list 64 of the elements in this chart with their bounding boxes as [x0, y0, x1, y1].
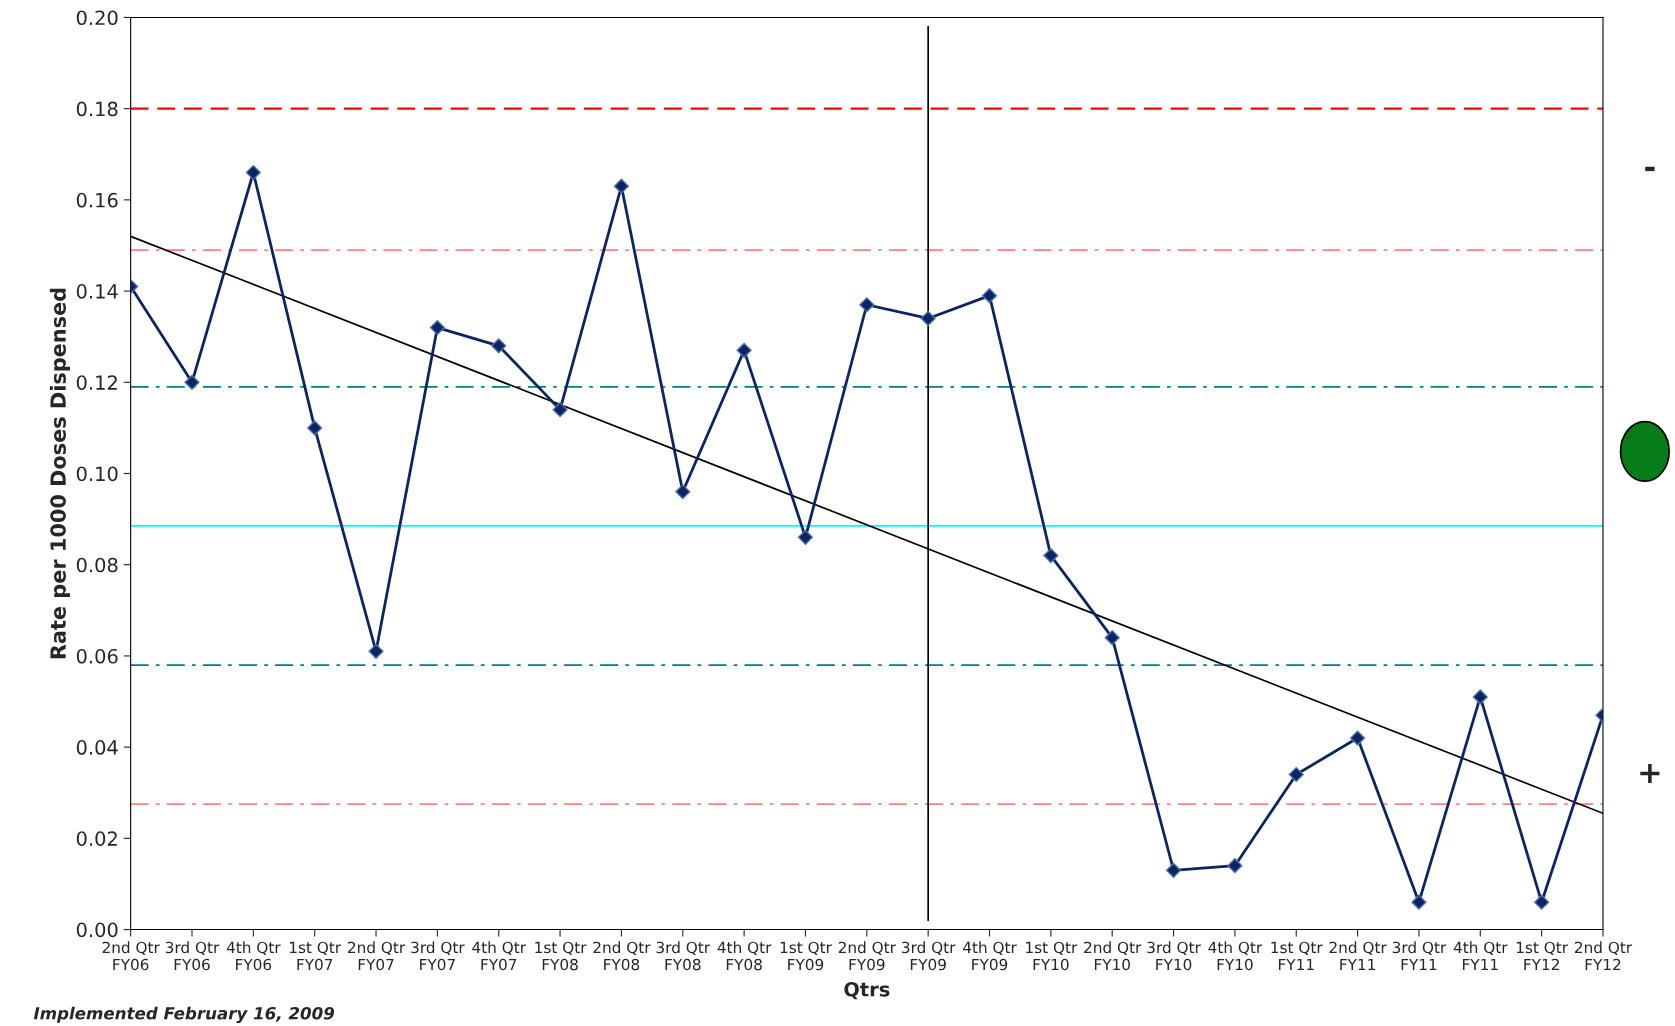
x-tick-label: 2nd Qtr FY10 [1084, 941, 1142, 971]
text: - [1645, 166, 1655, 172]
point [1104, 630, 1120, 646]
point [981, 288, 998, 304]
x-tick-label: 4th Qtr FY07 [472, 941, 527, 971]
point [1472, 689, 1488, 705]
x-tick-label: 3rd Qtr FY08 [656, 941, 711, 971]
x-tick-label: 2nd Qtr FY06 [102, 941, 160, 971]
text: + [1640, 763, 1660, 784]
point [736, 342, 752, 358]
point [1350, 730, 1366, 746]
y-tick-label: 0.06 [76, 648, 118, 664]
point [1534, 894, 1550, 910]
point [797, 529, 814, 545]
y-axis-title: Rate per 1000 Doses Dispensed [49, 288, 70, 659]
point [859, 297, 875, 313]
x-tick-label: 3rd Qtr FY10 [1147, 941, 1201, 971]
y-tick-label: 0.02 [76, 831, 117, 847]
x-tick-label: 1st Qtr FY08 [535, 941, 587, 971]
y-tick-label: 0.12 [76, 375, 117, 390]
x-tick-label: 4th Qtr FY08 [717, 941, 772, 971]
point [184, 374, 200, 390]
y-tick-label: 0.08 [76, 557, 118, 573]
x-tick-label: 4th Qtr FY09 [962, 941, 1017, 971]
x-tick-label: 4th Qtr FY10 [1208, 941, 1263, 971]
x-tick-label: 4th Qtr FY11 [1453, 941, 1508, 971]
y-tick-label: 0.00 [76, 922, 118, 938]
y-tick-label: 0.10 [76, 466, 118, 482]
point [613, 178, 629, 194]
point [675, 484, 691, 500]
point [920, 310, 936, 327]
x-tick-label: 2nd Qtr FY12 [1574, 941, 1633, 971]
x-tick-label: 3rd Qtr FY06 [165, 941, 220, 971]
point [1227, 858, 1243, 874]
y-tick-label: 0.14 [76, 284, 118, 299]
x-tick-label: 2nd Qtr FY11 [1329, 941, 1387, 971]
x-axis-title: Qtrs [844, 981, 890, 1000]
x-tick-label: 1st Qtr FY07 [289, 941, 342, 971]
y-tick-label: 0.18 [76, 101, 118, 117]
x-tick-label: 3rd Qtr FY09 [902, 941, 956, 971]
text: Implemented February 16, 2009 [33, 1006, 335, 1023]
x-tick-label: 2nd Qtr FY07 [348, 941, 406, 971]
point [1288, 766, 1304, 783]
point [368, 643, 384, 659]
point [245, 164, 261, 181]
point [307, 420, 323, 436]
y-tick-label: 0.16 [76, 192, 118, 208]
point [1165, 862, 1182, 878]
x-tick-label: 2nd Qtr FY09 [838, 941, 896, 971]
point [1043, 548, 1059, 564]
x-tick-label: 3rd Qtr FY07 [411, 941, 465, 971]
x-tick-label: 1st Qtr FY09 [780, 941, 832, 971]
x-tick-label: 1st Qtr FY10 [1026, 941, 1078, 971]
point [429, 319, 445, 336]
point [552, 402, 568, 418]
x-tick-label: 2nd Qtr FY08 [593, 941, 651, 971]
y-tick-label: 0.20 [76, 10, 118, 26]
y-tick-label: 0.04 [76, 740, 118, 755]
x-tick-label: 3rd Qtr FY11 [1392, 941, 1447, 971]
x-tick-label: 4th Qtr FY06 [226, 941, 281, 971]
point [1411, 894, 1427, 910]
x-tick-label: 1st Qtr FY12 [1516, 941, 1569, 971]
point [491, 338, 507, 354]
x-tick-label: 1st Qtr FY11 [1271, 941, 1323, 971]
